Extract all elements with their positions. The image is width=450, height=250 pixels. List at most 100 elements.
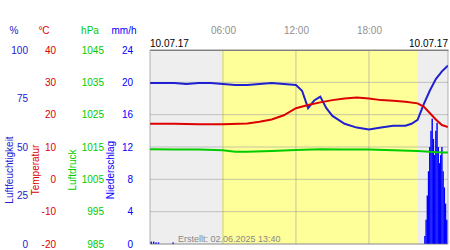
- y-tick-label: 1035: [82, 77, 105, 88]
- plot-frame: [150, 50, 448, 244]
- y-tick: 20: [122, 77, 134, 88]
- precip-bar: [425, 220, 426, 244]
- x-tick-label: 06:00: [211, 25, 236, 36]
- y-tick-label: 995: [87, 206, 104, 217]
- line-series: [150, 149, 448, 152]
- grid: [150, 50, 448, 244]
- y-tick-label: 1015: [82, 142, 105, 153]
- precip-bar: [441, 147, 442, 244]
- y-tick: 16: [122, 109, 134, 120]
- y-tick-label: 100: [11, 45, 28, 56]
- y-tick-label: 16: [122, 109, 134, 120]
- y-tick: 10: [45, 142, 57, 153]
- y-tick-label: 4: [127, 206, 133, 217]
- date-end: 10.07.17: [409, 38, 448, 49]
- y-tick-label: 1005: [82, 174, 105, 185]
- y-tick: 1035: [82, 77, 105, 88]
- x-axis: 06:00 12:00 18:00: [151, 25, 449, 51]
- grid-line-y: [150, 114, 448, 115]
- y-tick-label: 1045: [82, 45, 105, 56]
- y-tick: 50: [17, 142, 29, 153]
- precip-bar: [434, 155, 435, 244]
- y-tick-label: 20: [45, 109, 57, 120]
- y-tick: -10: [42, 206, 57, 217]
- grid-line-x: [368, 50, 369, 244]
- precip-bar: [424, 236, 425, 244]
- precip-bar: [438, 147, 439, 244]
- y-axis: -20 -10 0 10 20 30 40: [42, 45, 57, 250]
- line-series: [150, 66, 448, 130]
- precip-bar: [436, 123, 437, 244]
- grid-line-y: [150, 211, 448, 212]
- y-tick-label: 25: [17, 190, 29, 201]
- y-axis-line: [56, 51, 57, 245]
- y-tick: 985: [87, 239, 104, 250]
- y-tick-label: 20: [122, 77, 134, 88]
- y-tick: 1005: [82, 174, 105, 185]
- axis-title: Temperatur: [30, 144, 41, 195]
- precip-bar: [151, 242, 152, 244]
- marks: [150, 66, 448, 244]
- y-tick: 24: [122, 45, 134, 56]
- x-tick: 18:00: [357, 25, 382, 50]
- y-tick: 25: [17, 190, 29, 201]
- precip-bar: [430, 131, 431, 244]
- y-tick: 8: [127, 174, 133, 185]
- precip-bar: [427, 196, 428, 245]
- y-tick: 20: [45, 109, 57, 120]
- precip-bar: [431, 119, 432, 244]
- y-tick: 100: [11, 45, 28, 56]
- y-tick: 30: [45, 77, 57, 88]
- x-tick-label: 12:00: [284, 25, 309, 36]
- x-axis-line: [151, 50, 449, 51]
- precip-bar: [428, 171, 429, 244]
- y-tick-label: 12: [122, 142, 134, 153]
- axis-title: Luftfeuchtigkeit: [4, 136, 15, 203]
- precip-bar: [444, 187, 445, 244]
- y-axis: 985 995 1005 1015 1025 1035 1045: [82, 45, 105, 250]
- grid-line-x: [222, 50, 223, 244]
- y-tick-label: 1025: [82, 109, 105, 120]
- x-tick: 12:00: [284, 25, 309, 50]
- y-tick: 1025: [82, 109, 105, 120]
- y-tick: 995: [87, 206, 104, 217]
- y-tick-label: -20: [42, 239, 57, 250]
- grid-line-y: [150, 179, 448, 180]
- y-tick: -20: [42, 239, 57, 250]
- precip-bar: [435, 131, 436, 244]
- line-series: [150, 98, 448, 127]
- axis-title: Luftdruck: [67, 148, 78, 190]
- precip-bar: [442, 171, 443, 244]
- axis-unit: °C: [38, 25, 49, 36]
- y-tick-label: 75: [17, 93, 29, 104]
- precip-bar: [433, 139, 434, 244]
- y-tick-label: 8: [127, 174, 133, 185]
- plot-background: [150, 50, 448, 244]
- y-tick-label: 10: [45, 142, 57, 153]
- y-tick: 1015: [82, 142, 105, 153]
- y-tick: 1045: [82, 45, 105, 56]
- y-tick: 12: [122, 142, 134, 153]
- axis-unit: %: [10, 25, 19, 36]
- precip-bar: [153, 242, 154, 244]
- footer-note: Erstellt: 02.06.2025 13:40: [178, 234, 281, 244]
- precip-bar: [446, 220, 447, 244]
- y-axis-line: [133, 51, 134, 245]
- x-tick: 06:00: [211, 25, 236, 50]
- precip-bar: [440, 155, 441, 244]
- precip-bar: [429, 147, 430, 244]
- axis-unit: hPa: [81, 25, 99, 36]
- y-tick: 40: [45, 45, 57, 56]
- y-tick-label: 0: [50, 174, 56, 185]
- chart-svg: 06:0012:0018:000255075100%Luftfeuchtigke…: [0, 0, 450, 250]
- y-tick: 0: [50, 174, 56, 185]
- date-start: 10.07.17: [150, 38, 189, 49]
- y-tick-label: -10: [42, 206, 57, 217]
- precip-bar: [445, 204, 446, 244]
- chart-container: 06:0012:0018:000255075100%Luftfeuchtigke…: [0, 0, 450, 250]
- y-tick-label: 40: [45, 45, 57, 56]
- y-tick-label: 0: [22, 239, 28, 250]
- y-tick: 4: [127, 206, 133, 217]
- axis-unit: mm/h: [112, 25, 137, 36]
- grid-line-x: [295, 50, 296, 244]
